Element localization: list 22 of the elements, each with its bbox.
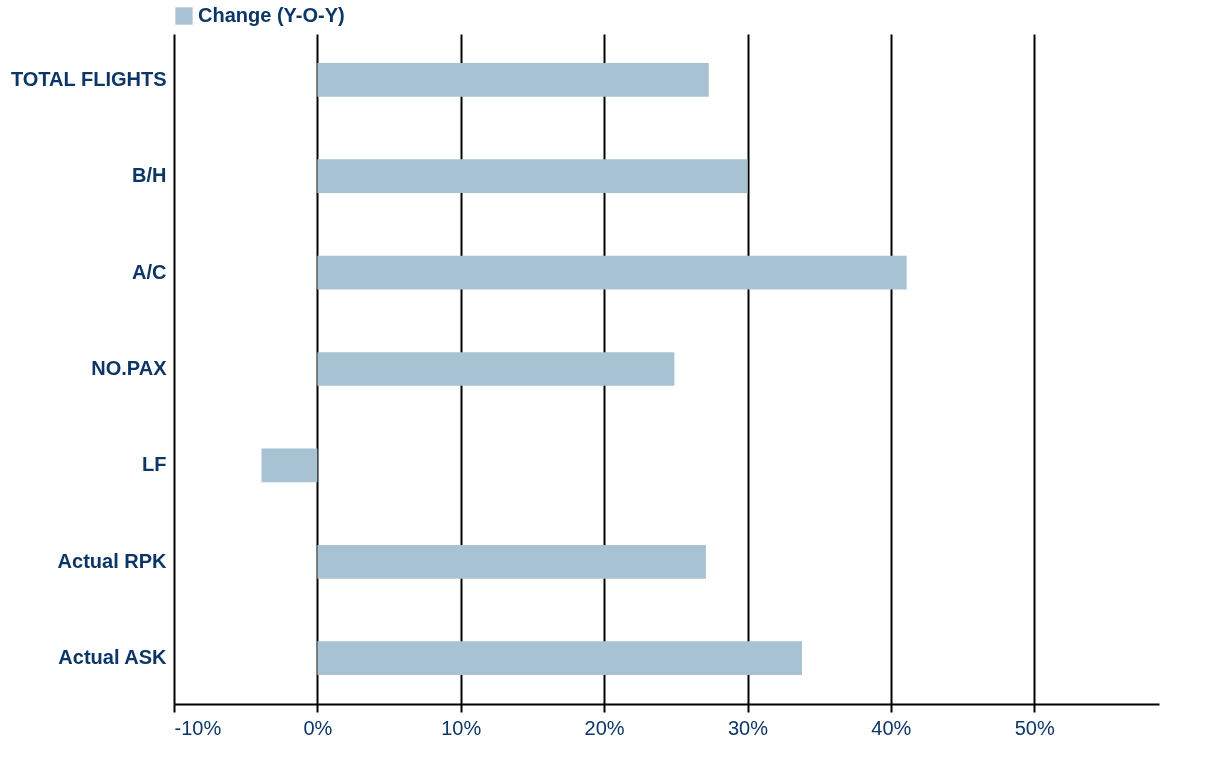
x-tick-label: 50% bbox=[1014, 716, 1055, 739]
y-tick-label: NO.PAX bbox=[91, 357, 168, 379]
bar bbox=[317, 352, 675, 386]
bar bbox=[317, 544, 706, 579]
x-tick-label: 20% bbox=[584, 716, 625, 739]
y-tick-label: Actual ASK bbox=[58, 646, 168, 669]
bar bbox=[317, 255, 907, 290]
x-tick-label: 10% bbox=[441, 716, 482, 739]
bar bbox=[317, 62, 709, 97]
x-tick-label: 30% bbox=[727, 716, 769, 739]
bar bbox=[317, 641, 802, 676]
x-tick-label: -10% bbox=[174, 716, 222, 739]
bar bbox=[317, 159, 748, 194]
y-tick-label: B/H bbox=[132, 164, 167, 187]
bar bbox=[261, 448, 318, 483]
y-tick-label: TOTAL FLIGHTS bbox=[10, 67, 167, 90]
x-tick-label: 0% bbox=[303, 716, 333, 739]
y-tick-label: Actual RPK bbox=[57, 549, 168, 572]
y-tick-label: A/C bbox=[132, 260, 167, 283]
legend-label: Change (Y-O-Y) bbox=[198, 4, 345, 26]
x-tick-label: 40% bbox=[871, 716, 912, 739]
y-tick-label: LF bbox=[142, 453, 167, 476]
